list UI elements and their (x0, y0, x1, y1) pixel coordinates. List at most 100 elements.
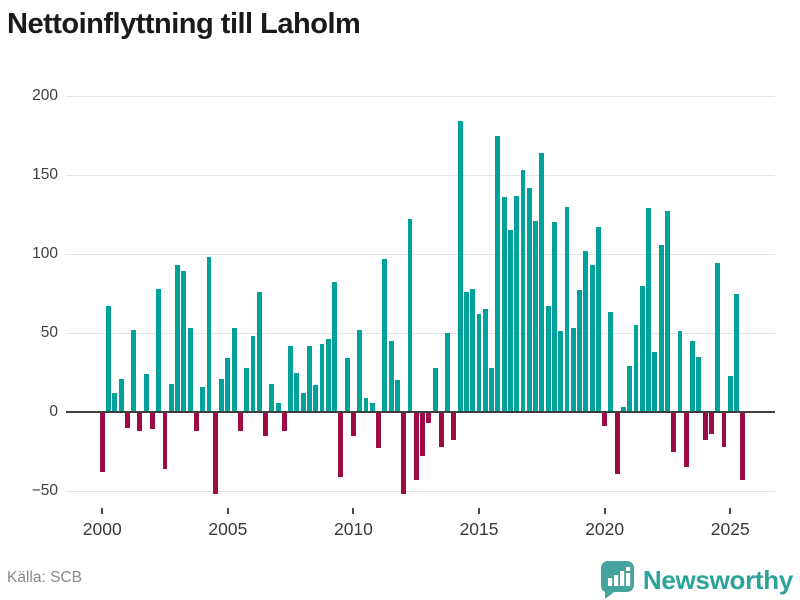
bar-2022Q3 (665, 211, 670, 412)
gridline-100 (66, 253, 775, 255)
bar-2013Q2 (432, 367, 438, 412)
bar-2021Q3 (639, 285, 645, 412)
bar-2020Q4 (621, 407, 626, 412)
y-axis-label-100: 100 (32, 245, 58, 262)
bar-2004Q1 (200, 386, 206, 412)
bar-2005Q2 (231, 328, 237, 412)
x-axis-label-2000: 2000 (82, 519, 122, 539)
bar-2008Q2 (307, 345, 312, 412)
gridline-150 (66, 174, 775, 176)
bar-2013Q1 (426, 412, 432, 424)
bar-2007Q2 (281, 412, 287, 431)
y-axis-label-0: 0 (49, 403, 58, 420)
bar-2014Q4 (470, 288, 476, 412)
bar-2012Q4 (420, 412, 425, 457)
bar-2024Q1 (702, 412, 708, 441)
bar-2000Q2 (106, 306, 111, 412)
bar-2016Q3 (514, 195, 520, 412)
bar-2002Q2 (156, 288, 162, 412)
bar-2007Q3 (288, 345, 294, 412)
bar-2018Q3 (564, 206, 570, 412)
bar-2011Q3 (388, 340, 394, 412)
bar-2011Q1 (376, 412, 381, 449)
bar-2016Q2 (508, 230, 513, 412)
bar-2017Q4 (545, 306, 551, 412)
gridline-50 (66, 332, 775, 334)
bar-2011Q2 (382, 258, 388, 412)
x-axis-tick-2000 (101, 508, 104, 514)
bar-2002Q4 (168, 383, 174, 412)
bar-2018Q4 (570, 328, 576, 412)
newsworthy-logo-text: Newsworthy (642, 564, 793, 595)
source-note: Källa: SCB (7, 569, 82, 586)
newsworthy-icon (600, 561, 634, 599)
bar-2023Q1 (677, 331, 683, 412)
bar-2018Q1 (551, 222, 557, 412)
bar-2024Q3 (715, 263, 721, 412)
bar-2008Q3 (313, 385, 319, 412)
page-title: Nettoinflyttning till Laholm (7, 8, 361, 40)
bar-2004Q3 (212, 412, 218, 495)
bar-2022Q4 (671, 412, 677, 452)
gridline--50 (66, 490, 775, 492)
bar-2024Q2 (708, 412, 714, 435)
bar-2006Q3 (263, 412, 268, 436)
bar-2005Q3 (237, 412, 243, 431)
bar-2001Q1 (124, 412, 130, 428)
bar-2025Q1 (727, 375, 733, 412)
bar-2005Q1 (225, 358, 231, 412)
bar-2017Q1 (526, 187, 532, 412)
bar-2003Q3 (187, 328, 193, 412)
bar-2003Q2 (181, 271, 187, 412)
x-axis-tick-2015 (478, 508, 481, 514)
bar-2001Q4 (143, 374, 149, 412)
bar-2003Q4 (194, 412, 199, 431)
bar-2021Q1 (627, 366, 633, 412)
bar-2025Q3 (740, 412, 746, 480)
bar-2020Q1 (602, 412, 608, 427)
bar-2019Q1 (577, 290, 582, 412)
bar-2002Q1 (150, 412, 155, 430)
bar-2001Q3 (137, 412, 143, 431)
zero-baseline (66, 410, 775, 414)
bar-2020Q3 (614, 412, 620, 474)
bar-2020Q2 (608, 312, 614, 412)
y-axis-label--50: −50 (31, 482, 58, 499)
x-axis-tick-2010 (352, 508, 355, 514)
bar-2015Q3 (489, 367, 495, 412)
bar-2018Q2 (558, 331, 564, 412)
bar-2015Q1 (476, 314, 482, 412)
bar-2024Q4 (721, 412, 727, 447)
bar-2014Q2 (457, 121, 463, 412)
bar-2012Q3 (413, 412, 419, 480)
bar-2003Q1 (175, 265, 181, 412)
gridline-200 (66, 95, 775, 97)
bar-2002Q3 (162, 412, 168, 469)
bar-2008Q4 (319, 344, 325, 412)
bar-2017Q2 (533, 220, 538, 412)
bar-2010Q4 (369, 402, 375, 412)
bar-2010Q1 (351, 412, 356, 436)
bar-2021Q4 (646, 208, 652, 412)
x-axis-tick-2025 (729, 508, 732, 514)
bar-2006Q4 (269, 383, 275, 412)
x-axis-label-2025: 2025 (710, 519, 750, 539)
bar-2013Q4 (445, 333, 451, 412)
bar-2006Q1 (250, 336, 256, 412)
bar-2023Q4 (696, 356, 702, 412)
bar-2015Q2 (482, 309, 488, 412)
x-axis-label-2015: 2015 (459, 519, 499, 539)
bar-2009Q1 (325, 339, 331, 412)
bar-2004Q2 (206, 257, 212, 412)
y-axis-label-150: 150 (32, 166, 58, 183)
bar-2000Q3 (112, 393, 118, 412)
bar-2025Q2 (734, 293, 739, 412)
bar-2000Q1 (99, 412, 105, 473)
bar-2016Q1 (501, 197, 507, 412)
bar-2000Q4 (118, 378, 124, 412)
bar-2010Q2 (357, 329, 363, 412)
bar-2008Q1 (300, 393, 306, 412)
bar-2015Q4 (495, 135, 501, 412)
bar-2009Q3 (338, 412, 344, 477)
